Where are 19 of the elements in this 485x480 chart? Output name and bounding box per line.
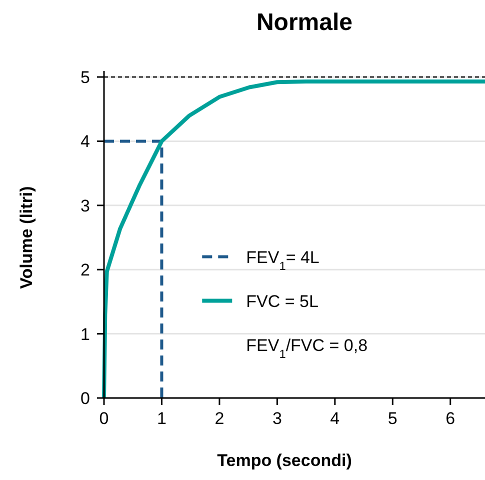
x-tick-label: 6 (446, 409, 456, 428)
y-tick-label: 0 (80, 389, 90, 408)
x-tick-label: 3 (272, 409, 282, 428)
legend-label: FVC = 5L (246, 292, 318, 311)
x-tick-label: 1 (156, 409, 166, 428)
annotation: FEV$_{1}$/FVC = 0,8 (246, 336, 368, 361)
x-tick-label: 4 (330, 409, 340, 428)
y-tick-label: 3 (80, 196, 90, 216)
y-axis-title: Volume (litri) (17, 186, 36, 289)
y-tick-label: 1 (80, 324, 90, 344)
y-tick-label: 5 (80, 68, 90, 87)
y-tick-label: 2 (80, 260, 90, 280)
legend-label: FEV$_{1}$= 4L (246, 248, 320, 273)
y-tick-label: 4 (80, 132, 90, 152)
x-axis-title: Tempo (secondi) (217, 451, 352, 470)
chart-title: Normale (256, 9, 353, 36)
x-tick-label: 5 (388, 409, 398, 428)
x-tick-label: 2 (214, 409, 224, 428)
x-tick-label: 0 (99, 409, 109, 428)
